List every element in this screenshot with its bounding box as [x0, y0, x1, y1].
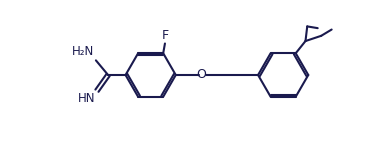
Text: O: O: [197, 69, 206, 81]
Text: F: F: [161, 29, 169, 42]
Text: H₂N: H₂N: [72, 45, 94, 58]
Text: HN: HN: [78, 92, 95, 105]
